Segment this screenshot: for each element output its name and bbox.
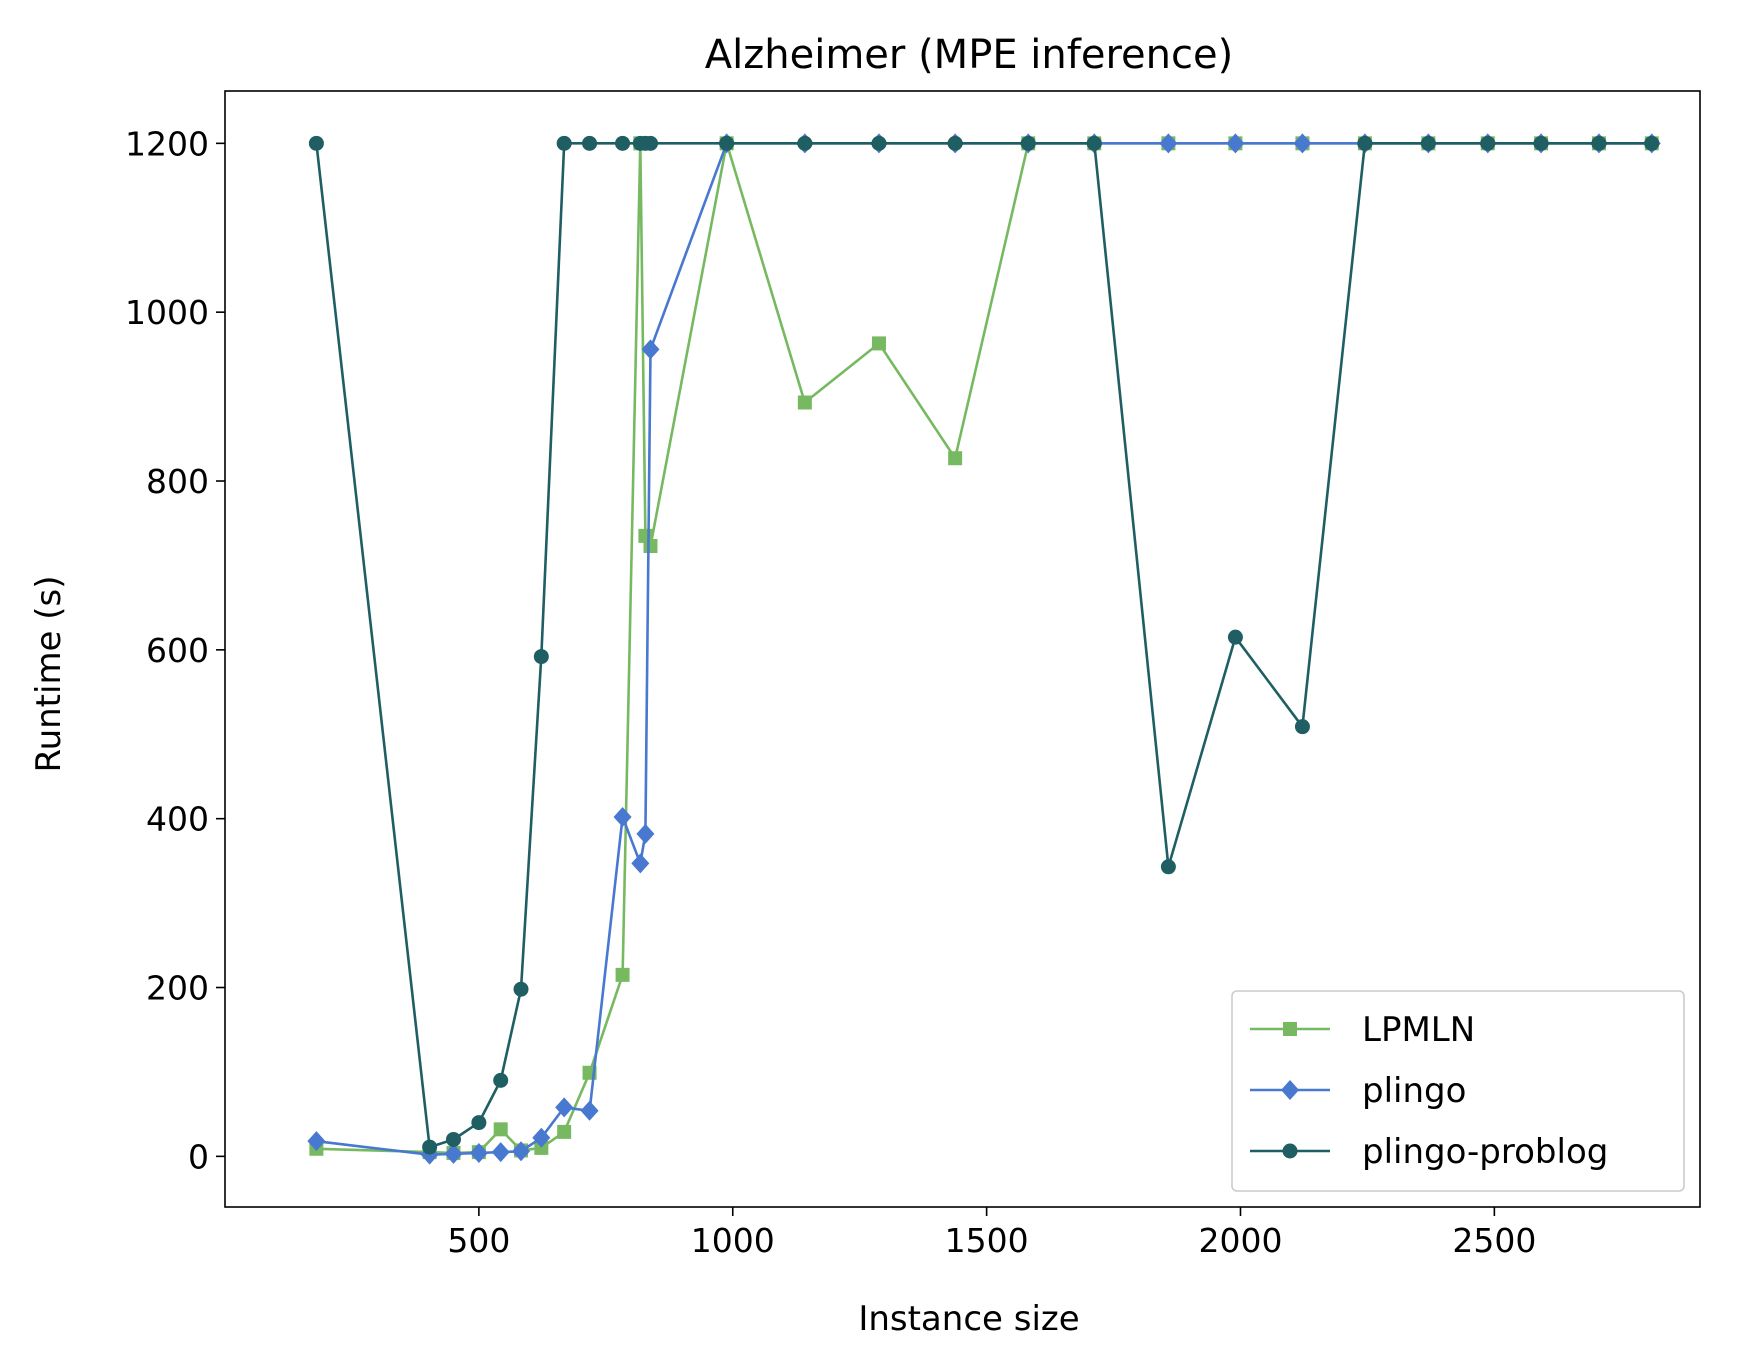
plot-area: 500 1000 1500 2000 2500 0 200 400 600 800 1000 1200 — [125, 90, 1701, 1260]
data-point — [636, 823, 655, 844]
data-point — [471, 1115, 487, 1131]
data-point — [512, 1141, 531, 1162]
data-point — [1293, 133, 1312, 154]
series-line — [315, 142, 1652, 1149]
series-plingo-problog — [308, 135, 1660, 1155]
data-point — [580, 1100, 599, 1121]
x-tick-label: 2500 — [1452, 1221, 1536, 1260]
data-point — [557, 1124, 572, 1139]
data-point — [555, 1097, 574, 1118]
legend-marker — [1281, 1080, 1299, 1100]
data-point — [615, 967, 630, 982]
data-point — [948, 451, 963, 466]
legend: LPMLN plingo plingo-problog — [1231, 990, 1685, 1192]
data-point — [445, 1131, 461, 1147]
data-point — [1420, 135, 1436, 151]
data-point — [631, 853, 650, 874]
data-point — [1020, 135, 1036, 151]
legend-label: plingo-problog — [1362, 1132, 1608, 1172]
data-point — [871, 135, 887, 151]
data-point — [1226, 133, 1245, 154]
data-point — [1357, 135, 1373, 151]
plot-frame — [224, 90, 1701, 1208]
data-point — [491, 1142, 510, 1163]
data-point — [533, 649, 549, 665]
data-point — [582, 135, 598, 151]
y-tick-label: 0 — [188, 1137, 209, 1176]
data-point — [613, 806, 632, 827]
data-point — [642, 135, 658, 151]
y-tick-label: 1200 — [125, 124, 209, 163]
data-point — [493, 1122, 508, 1137]
data-point — [1644, 135, 1660, 151]
data-point — [615, 135, 631, 151]
data-point — [308, 135, 324, 151]
data-point — [422, 1139, 438, 1155]
x-axis-label: Instance size — [858, 1299, 1079, 1339]
data-point — [307, 1131, 326, 1152]
data-point — [643, 539, 658, 554]
data-point — [1086, 135, 1102, 151]
data-point — [871, 336, 886, 351]
data-point — [513, 981, 529, 997]
x-tick-label: 500 — [447, 1221, 510, 1260]
data-point — [1227, 629, 1243, 645]
x-tick-label: 2000 — [1198, 1221, 1282, 1260]
x-tick-label: 1500 — [945, 1221, 1029, 1260]
data-point — [797, 395, 812, 410]
chart-title: Alzheimer (MPE inference) — [705, 32, 1233, 78]
legend-marker — [1283, 1022, 1297, 1036]
data-point — [1160, 859, 1176, 875]
y-axis-label: Runtime (s) — [29, 575, 69, 772]
data-point — [534, 1140, 549, 1155]
data-point — [1591, 135, 1607, 151]
legend-label: plingo — [1362, 1071, 1466, 1111]
data-point — [469, 1142, 488, 1163]
data-point — [444, 1143, 463, 1164]
data-point — [719, 135, 735, 151]
y-tick-label: 800 — [146, 462, 209, 501]
legend-box — [1231, 990, 1685, 1192]
legend-label: LPMLN — [1362, 1010, 1475, 1050]
data-point — [556, 135, 572, 151]
x-tick-label: 1000 — [691, 1221, 775, 1260]
data-point — [947, 135, 963, 151]
y-tick-label: 200 — [146, 969, 209, 1008]
legend-marker — [1282, 1143, 1298, 1159]
data-point — [1480, 135, 1496, 151]
y-tick-label: 400 — [146, 800, 209, 839]
data-point — [641, 339, 660, 360]
data-point — [1294, 719, 1310, 735]
data-point — [1159, 133, 1178, 154]
data-point — [532, 1127, 551, 1148]
y-tick-label: 1000 — [125, 293, 209, 332]
data-point — [1533, 135, 1549, 151]
data-point — [493, 1072, 509, 1088]
y-tick-label: 600 — [146, 631, 209, 670]
data-point — [797, 135, 813, 151]
